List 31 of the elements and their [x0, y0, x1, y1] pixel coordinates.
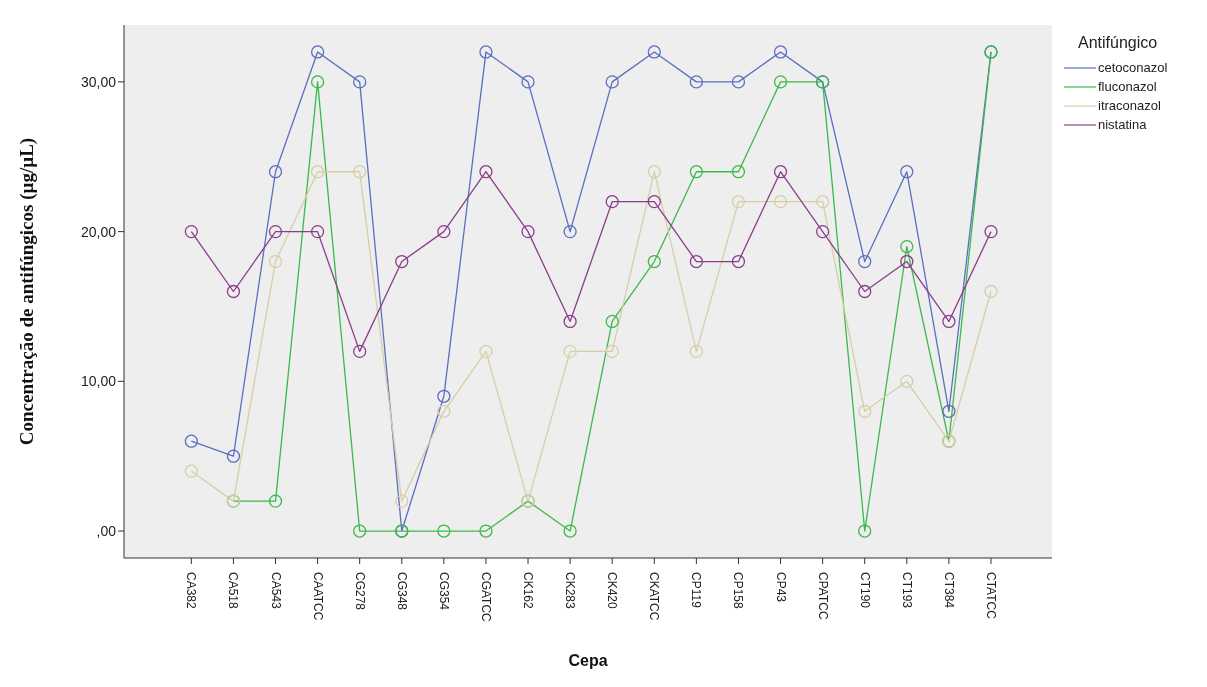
y-tick-label: 30,00 — [80, 73, 117, 90]
legend-label: itraconazol — [1098, 98, 1161, 113]
legend-label: nistatina — [1098, 117, 1147, 132]
legend-label: fluconazol — [1098, 79, 1157, 94]
y-axis-title: Concentração de antifúngicos (µg/µL) — [15, 137, 38, 446]
y-tick-label: 20,00 — [80, 223, 117, 240]
x-tick-label: CG354 — [436, 572, 451, 611]
x-tick-label: CK283 — [563, 572, 578, 610]
x-tick-label: CT193 — [899, 572, 914, 609]
x-tick-label: CT190 — [857, 572, 872, 609]
y-tick-label: 10,00 — [80, 373, 117, 390]
x-tick-label: CT384 — [941, 572, 956, 609]
x-tick-label: CA518 — [226, 572, 241, 610]
x-tick-label: CK162 — [521, 572, 536, 610]
x-tick-label: CP43 — [773, 572, 788, 603]
x-tick-label: CAATCC — [310, 572, 325, 621]
x-tick-label: CGATCC — [478, 572, 493, 623]
x-tick-label: CA382 — [184, 572, 199, 610]
x-tick-label: CKATCC — [647, 572, 662, 621]
x-tick-label: CTATCC — [983, 572, 998, 620]
x-tick-label: CG278 — [352, 572, 367, 611]
x-tick-label: CA543 — [268, 572, 283, 610]
y-tick-label: ,00 — [96, 523, 117, 540]
legend-label: cetoconazol — [1098, 60, 1168, 75]
x-tick-label: CK420 — [605, 572, 620, 610]
x-tick-label: CG348 — [394, 572, 409, 611]
x-tick-label: CP119 — [689, 572, 704, 609]
legend-title: Antifúngico — [1078, 34, 1159, 52]
x-axis-title: Cepa — [568, 652, 608, 669]
x-tick-label: CP158 — [731, 572, 746, 610]
x-tick-label: CPATCC — [815, 572, 830, 620]
